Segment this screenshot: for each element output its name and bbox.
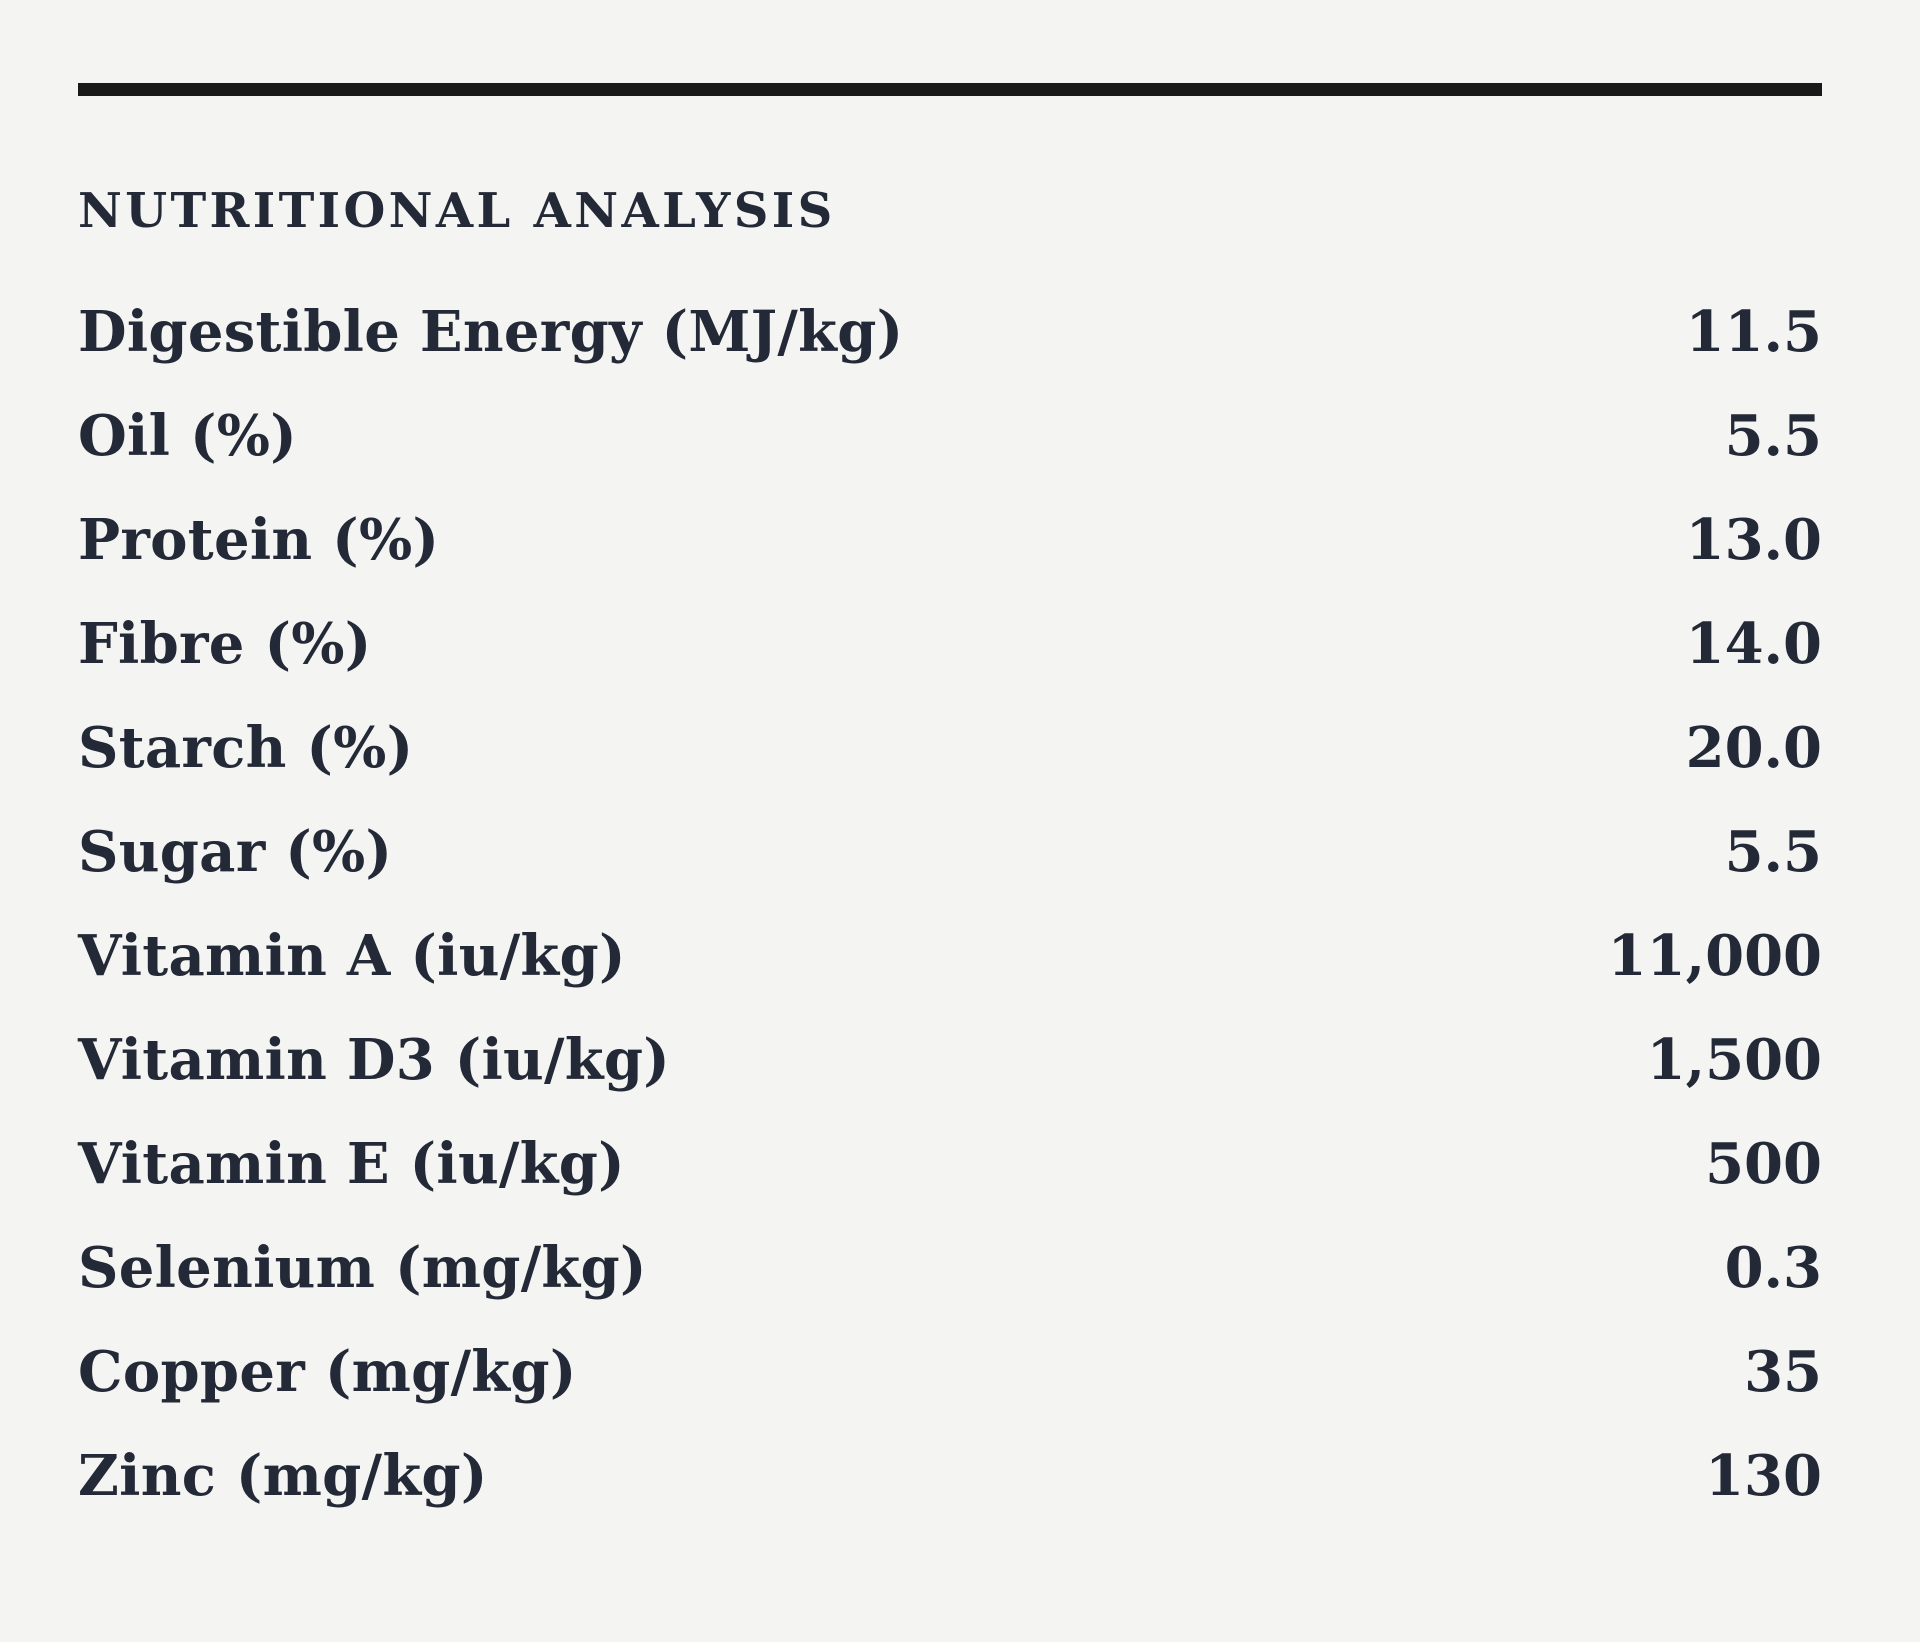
nutrient-value: 13.0 bbox=[1685, 507, 1822, 574]
table-row: Starch (%) 20.0 bbox=[78, 696, 1822, 800]
nutrient-value: 5.5 bbox=[1724, 819, 1822, 886]
nutrient-value: 11,000 bbox=[1607, 923, 1822, 990]
table-row: Vitamin E (iu/kg) 500 bbox=[78, 1112, 1822, 1216]
nutrient-value: 14.0 bbox=[1685, 611, 1822, 678]
nutrient-value: 1,500 bbox=[1646, 1027, 1822, 1094]
nutrient-label: Vitamin A (iu/kg) bbox=[78, 923, 626, 990]
nutrient-label: Selenium (mg/kg) bbox=[78, 1235, 647, 1302]
table-row: Selenium (mg/kg) 0.3 bbox=[78, 1216, 1822, 1320]
nutrient-label: Protein (%) bbox=[78, 507, 440, 574]
table-row: Sugar (%) 5.5 bbox=[78, 800, 1822, 904]
nutrient-label: Zinc (mg/kg) bbox=[78, 1443, 488, 1510]
table-row: Fibre (%) 14.0 bbox=[78, 592, 1822, 696]
nutrient-value: 500 bbox=[1705, 1131, 1822, 1198]
nutrient-label: Digestible Energy (MJ/kg) bbox=[78, 299, 904, 366]
nutrient-value: 130 bbox=[1705, 1443, 1822, 1510]
table-row: Oil (%) 5.5 bbox=[78, 384, 1822, 488]
nutrition-table: Digestible Energy (MJ/kg) 11.5 Oil (%) 5… bbox=[78, 280, 1822, 1528]
nutrient-value: 20.0 bbox=[1685, 715, 1822, 782]
nutrient-label: Starch (%) bbox=[78, 715, 414, 782]
nutrient-value: 5.5 bbox=[1724, 403, 1822, 470]
table-row: Vitamin D3 (iu/kg) 1,500 bbox=[78, 1008, 1822, 1112]
section-heading: NUTRITIONAL ANALYSIS bbox=[78, 183, 836, 239]
table-row: Copper (mg/kg) 35 bbox=[78, 1320, 1822, 1424]
table-row: Vitamin A (iu/kg) 11,000 bbox=[78, 904, 1822, 1008]
nutrient-label: Oil (%) bbox=[78, 403, 297, 470]
table-row: Digestible Energy (MJ/kg) 11.5 bbox=[78, 280, 1822, 384]
table-row: Zinc (mg/kg) 130 bbox=[78, 1424, 1822, 1528]
table-row: Protein (%) 13.0 bbox=[78, 488, 1822, 592]
section-divider-rule bbox=[78, 83, 1822, 96]
nutrient-label: Copper (mg/kg) bbox=[78, 1339, 577, 1406]
nutrient-label: Vitamin E (iu/kg) bbox=[78, 1131, 625, 1198]
nutrient-value: 35 bbox=[1744, 1339, 1822, 1406]
nutrient-label: Vitamin D3 (iu/kg) bbox=[78, 1027, 671, 1094]
nutrient-value: 0.3 bbox=[1724, 1235, 1822, 1302]
nutrient-label: Fibre (%) bbox=[78, 611, 372, 678]
nutrient-value: 11.5 bbox=[1685, 299, 1822, 366]
nutrient-label: Sugar (%) bbox=[78, 819, 393, 886]
